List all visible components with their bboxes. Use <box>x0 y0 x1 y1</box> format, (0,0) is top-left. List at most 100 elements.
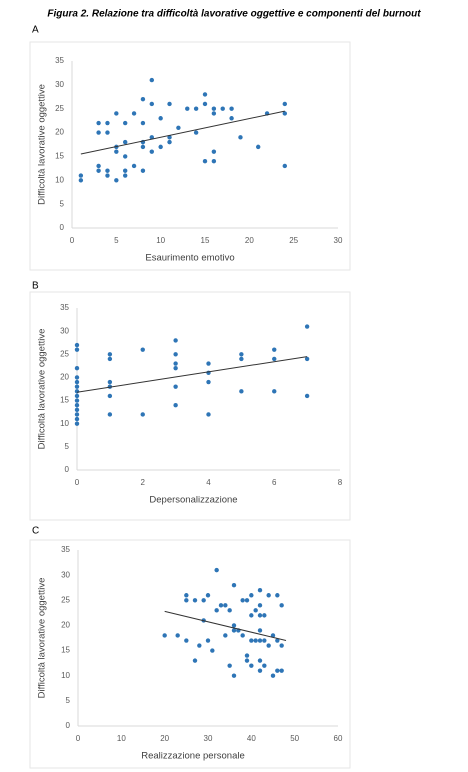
point <box>256 144 261 150</box>
point <box>262 663 267 668</box>
point <box>140 168 146 173</box>
point <box>304 324 310 329</box>
point <box>257 638 263 643</box>
trendline <box>164 610 287 642</box>
point <box>107 379 113 385</box>
chart-frame <box>29 41 351 271</box>
point <box>78 173 84 178</box>
point <box>239 352 244 357</box>
point <box>167 135 172 140</box>
point <box>282 163 287 169</box>
point <box>257 658 263 663</box>
x-tick-label: 10 <box>117 734 126 743</box>
point <box>227 663 232 668</box>
point <box>218 603 224 608</box>
point <box>158 116 163 121</box>
point <box>149 149 154 154</box>
point <box>206 379 211 385</box>
point <box>167 139 172 145</box>
point <box>105 130 110 135</box>
x-tick-label: 10 <box>156 236 165 245</box>
point <box>114 149 119 154</box>
x-tick-label: 5 <box>114 236 119 245</box>
point <box>239 389 244 394</box>
point <box>275 668 280 673</box>
chart-frame <box>29 291 351 521</box>
point <box>257 613 263 618</box>
point <box>173 338 178 343</box>
point <box>105 173 110 178</box>
point <box>131 163 137 169</box>
point <box>74 379 80 385</box>
point <box>192 598 198 603</box>
point <box>231 673 237 678</box>
y-tick-label: 10 <box>55 175 64 184</box>
point <box>140 120 146 126</box>
point <box>173 403 178 408</box>
point <box>238 135 243 140</box>
point <box>270 633 276 638</box>
point <box>275 593 280 598</box>
point <box>114 111 119 116</box>
x-tick-label: 15 <box>201 236 210 245</box>
point <box>184 638 189 643</box>
figure-title: Figura 2. Relazione tra difficoltà lavor… <box>47 9 421 20</box>
point <box>240 633 245 638</box>
point <box>275 638 280 643</box>
point <box>262 638 267 643</box>
point <box>205 638 211 643</box>
trendline <box>76 356 308 393</box>
point <box>239 356 244 362</box>
x-tick-label: 30 <box>334 236 343 245</box>
point <box>272 389 277 394</box>
x-axis-label: Esaurimento emotivo <box>145 253 234 264</box>
y-tick-label: 10 <box>60 419 69 428</box>
point <box>74 407 80 413</box>
point <box>240 598 245 603</box>
point <box>140 347 145 352</box>
point <box>244 598 250 603</box>
point <box>229 106 234 111</box>
point <box>74 365 80 371</box>
point <box>78 178 84 183</box>
point <box>223 603 228 608</box>
y-tick-label: 5 <box>66 696 71 705</box>
x-tick-label: 0 <box>76 734 81 743</box>
point <box>279 643 284 648</box>
x-tick-label: 60 <box>334 734 343 743</box>
point <box>105 168 110 173</box>
x-tick-label: 8 <box>338 478 343 487</box>
point <box>257 603 263 608</box>
x-tick-label: 40 <box>247 734 256 743</box>
x-axis-label: Depersonalizzazione <box>149 495 237 506</box>
y-tick-label: 0 <box>65 465 70 474</box>
point <box>211 159 217 164</box>
point <box>249 638 254 643</box>
point <box>114 178 119 183</box>
point <box>96 168 101 173</box>
point <box>74 389 80 394</box>
point <box>74 421 80 426</box>
point <box>206 412 211 417</box>
point <box>173 352 178 357</box>
y-tick-label: 30 <box>61 570 70 579</box>
point <box>131 111 137 116</box>
y-tick-label: 20 <box>61 621 70 630</box>
point <box>272 356 277 362</box>
point <box>192 658 198 663</box>
point <box>202 101 208 107</box>
point <box>107 412 113 417</box>
x-tick-label: 0 <box>75 478 80 487</box>
y-tick-label: 0 <box>60 223 65 232</box>
point <box>205 593 211 598</box>
y-tick-label: 15 <box>61 646 70 655</box>
point <box>140 412 145 417</box>
y-tick-label: 15 <box>60 396 69 405</box>
point <box>214 608 219 613</box>
y-axis-label: Difficoltà lavorative oggettive <box>37 329 48 450</box>
point <box>244 658 250 663</box>
point <box>227 608 232 613</box>
point <box>223 633 228 638</box>
point <box>107 356 113 362</box>
